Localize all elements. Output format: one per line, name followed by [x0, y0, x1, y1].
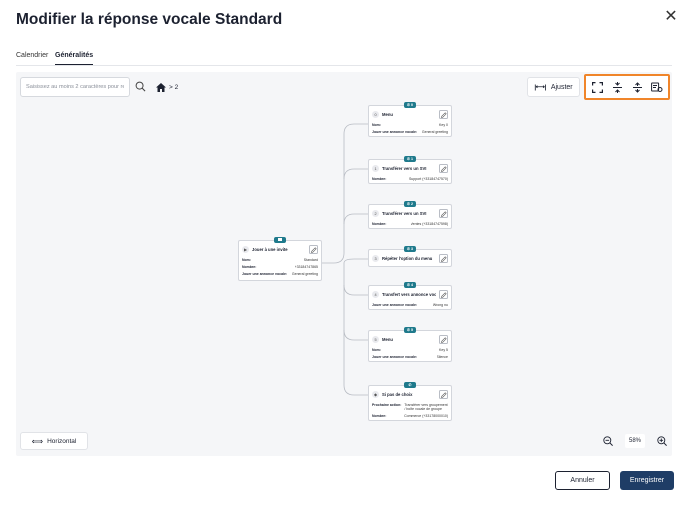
flow-node-1[interactable]: ✆ 1 1 Transférer vers un SVI Nombre: Supp…: [368, 156, 452, 184]
diamond-icon: ◆: [372, 391, 379, 398]
edit-icon[interactable]: [439, 110, 448, 119]
node-field-value: Support (+33184747570): [408, 177, 448, 181]
edit-icon[interactable]: [439, 335, 448, 344]
breadcrumb-level: > 2: [169, 83, 179, 91]
node-field-label: Nombre:: [372, 177, 387, 181]
home-icon: [156, 82, 166, 92]
node-number: 0: [372, 111, 379, 118]
zoom-controls: 58%: [600, 432, 670, 450]
node-badge: ✆ 2: [403, 201, 417, 207]
flow-node-3[interactable]: ✆ 3 3 Répéter l'option du menu: [368, 246, 452, 267]
node-title: Transférer vers un SVI: [382, 211, 427, 216]
flow-node-0[interactable]: ✆ 0 0 Menu Nom: Key 0 Jouer une annonce v…: [368, 102, 452, 137]
node-title: Si pas de choix: [382, 392, 413, 397]
fit-button[interactable]: |⟷| Ajuster: [527, 77, 580, 97]
flow-node-root[interactable]: ▶ Jouer à une invite Nom: Standard Nombre…: [238, 237, 322, 281]
node-field-value: Key 5: [439, 348, 448, 352]
fit-icon: |⟷|: [534, 84, 546, 91]
node-field-label: Prochaine action:: [372, 403, 402, 407]
horizontal-arrows-icon: ⟺: [31, 436, 44, 446]
node-field-label: Jouer une annonce vocale:: [372, 303, 418, 307]
node-field-label: Nom:: [372, 348, 381, 352]
node-badge: ✆ 4: [403, 282, 417, 288]
flow-canvas[interactable]: > 2 |⟷| Ajuster ▶ Jouer à une: [16, 72, 672, 456]
tab-bar: Calendrier Généralités: [16, 50, 672, 66]
settings-icon[interactable]: [648, 78, 666, 97]
flow-node-5[interactable]: ✆ 5 5 Menu Nom: Key 5 Jouer une annonce v…: [368, 327, 452, 362]
layout-toggle-label: Horizontal: [47, 437, 77, 445]
node-field-value: Wrong nu: [432, 303, 448, 307]
node-number: 4: [372, 291, 379, 298]
flow-node-4[interactable]: ✆ 4 4 Transfert vers annonce vocale Joue…: [368, 282, 452, 310]
node-field-value: Standard: [303, 258, 318, 262]
node-number: 5: [372, 336, 379, 343]
node-field-value: Transférer vers groupement / boîte vocal…: [404, 403, 448, 411]
node-field-label: Nombre:: [372, 414, 387, 418]
node-title: Répéter l'option du menu: [382, 256, 433, 261]
view-toolbar: [584, 74, 670, 100]
node-field-value: Silence: [436, 355, 448, 359]
node-badge: [274, 237, 286, 243]
fullscreen-icon[interactable]: [588, 78, 606, 97]
save-button[interactable]: Enregistrer: [620, 471, 674, 490]
node-title: Menu: [382, 112, 393, 117]
node-field-value: Key 0: [439, 123, 448, 127]
zoom-level: 58%: [625, 434, 645, 448]
node-title: Transfert vers annonce vocale: [382, 292, 436, 297]
node-title: Jouer à une invite: [252, 247, 288, 252]
node-field-label: Nom:: [242, 258, 251, 262]
edit-icon[interactable]: [439, 209, 448, 218]
collapse-icon[interactable]: [608, 78, 626, 97]
close-icon[interactable]: ✕: [664, 8, 678, 25]
tab-calendrier[interactable]: Calendrier: [16, 52, 49, 59]
node-number: 3: [372, 255, 379, 262]
node-field-value: Commerce (+33178000010): [404, 414, 448, 418]
node-field-label: Nombre:: [242, 265, 257, 269]
node-title: Transférer vers un SVI: [382, 166, 427, 171]
expand-icon[interactable]: [628, 78, 646, 97]
node-field-value: +33184747865: [294, 265, 318, 269]
node-field-value: General greeting: [421, 130, 448, 134]
zoom-out-icon[interactable]: [600, 433, 616, 449]
node-field-label: Nombre:: [372, 222, 387, 226]
breadcrumb[interactable]: > 2: [156, 81, 178, 93]
edit-icon[interactable]: [439, 390, 448, 399]
node-field-value: General greeting: [291, 272, 318, 276]
node-badge: ✆: [404, 382, 416, 388]
edit-icon[interactable]: [439, 290, 448, 299]
node-badge: ✆ 5: [403, 327, 417, 333]
cancel-button[interactable]: Annuler: [555, 471, 610, 490]
flow-connectors: [322, 123, 368, 396]
node-field-label: Jouer une annonce vocale:: [242, 272, 288, 276]
node-badge: ✆ 3: [403, 246, 417, 252]
dialog-title: Modifier la réponse vocale Standard: [16, 11, 283, 28]
node-field-label: Nom:: [372, 123, 381, 127]
edit-icon[interactable]: [309, 245, 318, 254]
flow-node-no-choice[interactable]: ✆ ◆ Si pas de choix Prochaine action: Tra…: [368, 382, 452, 421]
edit-icon[interactable]: [439, 164, 448, 173]
play-icon: ▶: [242, 246, 249, 253]
tab-generalites[interactable]: Généralités: [55, 52, 94, 65]
fit-label: Ajuster: [550, 83, 573, 91]
node-field-label: Jouer une annonce vocale:: [372, 130, 418, 134]
zoom-in-icon[interactable]: [654, 433, 670, 449]
layout-toggle-button[interactable]: ⟺ Horizontal: [20, 432, 88, 450]
node-number: 1: [372, 165, 379, 172]
node-badge: ✆ 0: [403, 102, 417, 108]
node-badge: ✆ 1: [403, 156, 417, 162]
search-icon[interactable]: [135, 81, 146, 92]
edit-icon[interactable]: [439, 254, 448, 263]
search-input[interactable]: [20, 77, 130, 97]
node-field-label: Jouer une annonce vocale:: [372, 355, 418, 359]
node-title: Menu: [382, 337, 393, 342]
node-badge-icon: [278, 238, 282, 241]
node-field-value: Ventes (+33184747598): [410, 222, 448, 226]
node-number: 2: [372, 210, 379, 217]
flow-node-2[interactable]: ✆ 2 2 Transférer vers un SVI Nombre: Vent…: [368, 201, 452, 229]
